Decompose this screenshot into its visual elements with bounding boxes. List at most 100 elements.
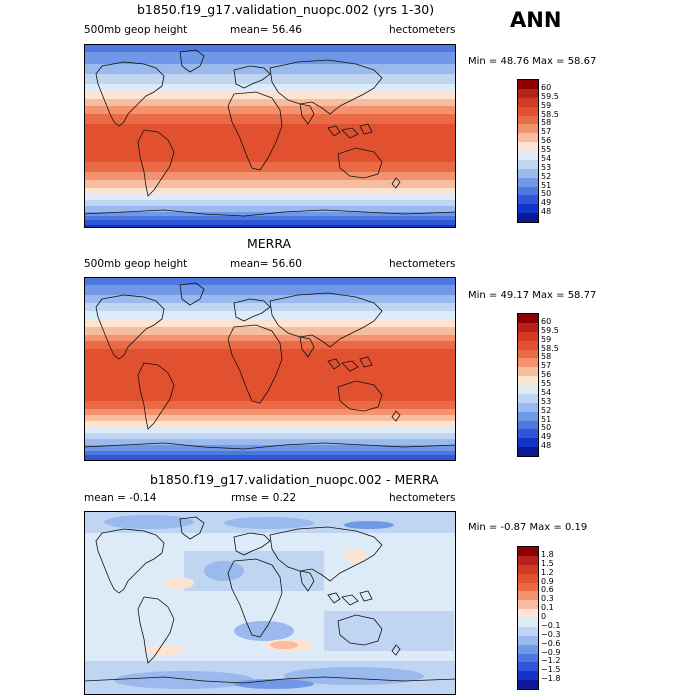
contour-band xyxy=(84,277,456,285)
contour-band xyxy=(84,194,456,200)
contour-blob xyxy=(104,515,194,529)
panel-3-mean: mean = -0.14 xyxy=(84,492,157,504)
coastline-path xyxy=(359,356,373,368)
panel-2-map xyxy=(84,277,456,461)
colorbar-swatch xyxy=(518,340,538,350)
panel-3-minmax: Min = -0.87 Max = 0.19 xyxy=(468,522,588,533)
colorbar-label: 49 xyxy=(541,432,552,442)
colorbar-label: 55 xyxy=(541,379,552,388)
contour-blob xyxy=(114,671,254,689)
contour-band xyxy=(84,212,456,216)
colorbar-swatch xyxy=(518,393,538,403)
colorbar-label: 56 xyxy=(541,370,552,380)
colorbar-label: 1.2 xyxy=(541,567,554,577)
colorbar-swatch xyxy=(518,97,538,107)
colorbar-label: 58.5 xyxy=(541,343,559,353)
colorbar-swatch xyxy=(518,582,538,592)
coastline-path xyxy=(391,644,401,656)
coastline-path xyxy=(233,65,271,89)
coastline-path xyxy=(327,592,341,604)
contour-blob xyxy=(344,521,394,529)
colorbar-label: 57 xyxy=(541,127,552,137)
contour-blob xyxy=(144,645,184,655)
coastline-path xyxy=(233,532,271,556)
panel-3-units: hectometers xyxy=(389,492,456,504)
colorbar-label: 59 xyxy=(541,334,552,344)
contour-band xyxy=(84,162,456,172)
colorbar-label: −0.3 xyxy=(541,629,561,639)
colorbar-swatch xyxy=(518,159,538,169)
panel-2-colorbar xyxy=(517,313,539,457)
contour-band xyxy=(324,611,454,651)
contour-band xyxy=(84,401,456,409)
contour-band xyxy=(84,285,456,295)
colorbar-swatch xyxy=(518,322,538,332)
colorbar-swatch xyxy=(518,168,538,178)
coastline-path xyxy=(337,380,383,412)
colorbar-label: 59.5 xyxy=(541,91,559,101)
contour-band xyxy=(84,99,456,106)
colorbar-swatch xyxy=(518,151,538,160)
panel-2-mean: mean= 56.60 xyxy=(230,258,302,270)
colorbar-label: 60 xyxy=(541,82,552,92)
contour-band xyxy=(84,172,456,180)
colorbar-swatch xyxy=(518,547,538,556)
coastline-path xyxy=(227,324,283,404)
colorbar-swatch xyxy=(518,376,538,385)
contour-band xyxy=(84,188,456,194)
colorbar-label: 58 xyxy=(541,118,552,128)
colorbar-label: 57 xyxy=(541,361,552,371)
colorbar-swatch xyxy=(518,133,538,143)
colorbar-swatch xyxy=(518,385,538,394)
coastline-path xyxy=(299,336,315,358)
colorbar-swatch xyxy=(518,609,538,618)
colorbar-swatch xyxy=(518,680,538,689)
colorbar-label: 58 xyxy=(541,352,552,362)
panel-2-minmax: Min = 49.17 Max = 58.77 xyxy=(468,290,597,301)
panel-1-mean: mean= 56.46 xyxy=(230,24,302,36)
panel-2-units: hectometers xyxy=(389,258,456,270)
colorbar-swatch xyxy=(518,671,538,681)
colorbar-label: 0.6 xyxy=(541,585,554,595)
coastline-path xyxy=(341,360,359,372)
contour-band xyxy=(84,106,456,114)
contour-band xyxy=(84,409,456,415)
colorbar-swatch xyxy=(518,644,538,654)
coastline-path xyxy=(391,410,401,422)
coastline-path xyxy=(359,590,373,602)
panel-1-colorbar xyxy=(517,79,539,223)
panel-2-title: MERRA xyxy=(247,236,292,251)
colorbar-swatch xyxy=(518,662,538,672)
coastline-path xyxy=(179,516,205,540)
colorbar-label: 0.1 xyxy=(541,603,554,613)
colorbar-label: 59 xyxy=(541,100,552,110)
contour-band xyxy=(84,200,456,206)
season-label: ANN xyxy=(510,8,562,32)
colorbar-label: 52 xyxy=(541,171,552,181)
coastline-path xyxy=(137,129,175,197)
contour-band xyxy=(84,319,456,327)
colorbar-swatch xyxy=(518,186,538,196)
colorbar-swatch xyxy=(518,106,538,116)
coastline-path xyxy=(327,358,341,370)
colorbar-swatch xyxy=(518,438,538,448)
colorbar-label: 50 xyxy=(541,189,552,199)
colorbar-swatch xyxy=(518,331,538,341)
colorbar-swatch xyxy=(518,411,538,421)
colorbar-swatch xyxy=(518,88,538,98)
colorbar-swatch xyxy=(518,573,538,583)
coastline-path xyxy=(269,292,383,348)
contour-band xyxy=(84,341,456,349)
colorbar-swatch xyxy=(518,600,538,610)
panel-3-map xyxy=(84,511,456,695)
contour-band xyxy=(84,180,456,188)
coastlines xyxy=(84,282,456,450)
colorbar-label: 0.3 xyxy=(541,594,554,604)
contour-band xyxy=(84,114,456,124)
contour-band xyxy=(84,220,456,225)
colorbar-label: 1.5 xyxy=(541,558,554,568)
map-frame xyxy=(84,511,456,695)
colorbar-swatch xyxy=(518,402,538,412)
colorbar-label: −1.2 xyxy=(541,656,561,666)
coastline-path xyxy=(179,49,205,73)
